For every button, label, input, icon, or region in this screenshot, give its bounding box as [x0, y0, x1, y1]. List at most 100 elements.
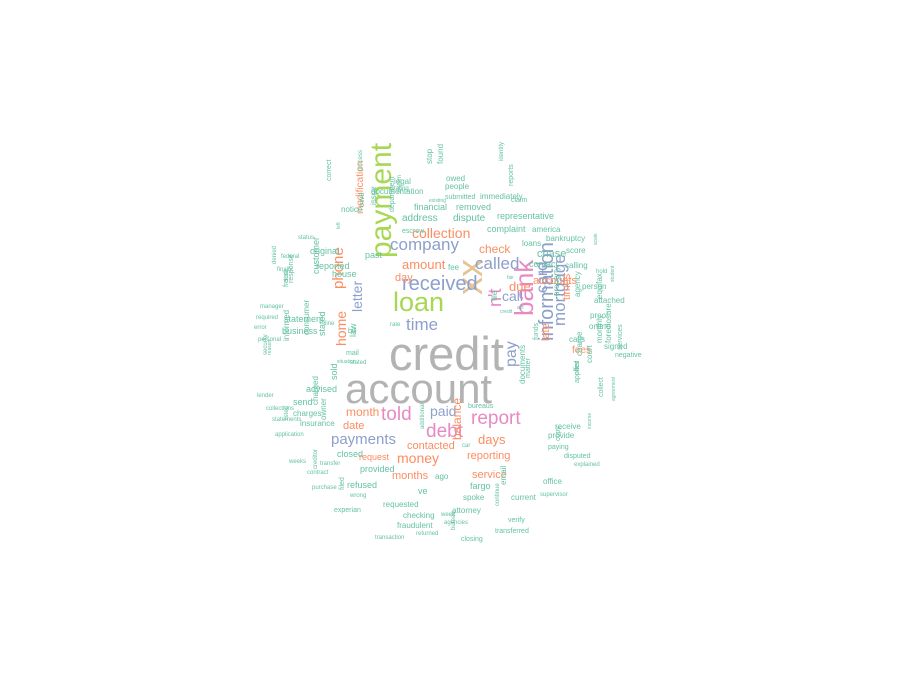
cloud-word: agency [573, 271, 582, 297]
cloud-word: student [610, 265, 616, 282]
cloud-word: returned [416, 531, 439, 537]
cloud-word: proof [590, 311, 609, 320]
cloud-word: car [462, 443, 471, 449]
cloud-word: lender [257, 393, 274, 399]
cloud-word: offer [574, 361, 581, 375]
cloud-word: requested [383, 500, 419, 509]
cloud-word: collect [598, 377, 605, 397]
cloud-word: refused [347, 480, 378, 490]
cloud-word: signed [604, 342, 628, 351]
cloud-word: disputed [564, 453, 591, 460]
cloud-word: fair [507, 275, 514, 281]
cloud-word: department [389, 176, 396, 212]
cloud-word: receive [555, 422, 581, 431]
cloud-word: existing [429, 198, 446, 204]
cloud-word: application [275, 432, 304, 438]
cloud-word: stop [425, 148, 434, 164]
cloud-word: creditor [313, 448, 319, 469]
cloud-word: loan [393, 287, 445, 317]
cloud-word: status [298, 235, 315, 241]
cloud-word: close [284, 268, 290, 283]
cloud-word: denied [272, 245, 278, 264]
cloud-word: reports [508, 164, 515, 186]
cloud-word: transaction [375, 535, 405, 541]
cloud-word: property [552, 266, 561, 296]
cloud-word: reported [316, 261, 350, 271]
cloud-word: statements [272, 417, 302, 423]
cloud-word: closing [461, 536, 483, 543]
cloud-word: mail [346, 350, 359, 357]
cloud-word: personal [258, 337, 282, 343]
cloud-word: statement [284, 314, 324, 324]
cloud-word: report [471, 408, 521, 429]
cloud-word: account [345, 365, 493, 412]
cloud-word: issue [369, 186, 378, 205]
cloud-word: score [566, 246, 586, 255]
cloud-word: owed [446, 174, 466, 183]
cloud-word: notice [341, 205, 363, 214]
cloud-word: agencies [444, 520, 469, 526]
cloud-word: days [478, 432, 506, 447]
cloud-word: ve [418, 486, 428, 496]
cloud-word: file [490, 290, 499, 301]
cloud-word: loans [522, 239, 542, 248]
cloud-word: called [475, 254, 520, 273]
cloud-word: letter [349, 280, 365, 312]
cloud-word: consumer [302, 299, 311, 335]
cloud-word: amount [402, 257, 446, 272]
cloud-word: attached [594, 296, 625, 305]
cloud-word: complaint [487, 224, 526, 234]
cloud-word: filed [339, 477, 346, 490]
cloud-word: charges [293, 409, 322, 418]
cloud-word: debt [426, 421, 463, 442]
cloud-word: reason [267, 339, 273, 355]
cloud-word: credit [500, 309, 513, 315]
cloud-word: america [532, 225, 561, 234]
cloud-word: owner [319, 398, 328, 420]
cloud-word: services [617, 324, 624, 350]
cloud-word: explained [574, 462, 600, 468]
cloud-word: credit [389, 327, 504, 380]
cloud-word: online [589, 322, 611, 331]
cloud-word: situation [337, 359, 356, 365]
cloud-word: financial [414, 202, 448, 212]
cloud-word: contract [307, 470, 329, 476]
cloud-word: fargo [470, 481, 491, 491]
cloud-word: calls [569, 335, 586, 344]
cloud-word: federal [281, 254, 300, 260]
cloud-word: submitted [445, 194, 476, 201]
cloud-word: identity [499, 141, 505, 161]
cloud-word: negative [615, 352, 642, 359]
cloud-word: original [310, 246, 340, 256]
cloud-word: transferred [495, 528, 529, 535]
cloud-word: system [397, 174, 403, 194]
cloud-word: scale [593, 233, 599, 245]
cloud-word: fees [572, 345, 591, 356]
cloud-word: home [333, 310, 349, 346]
cloud-word: continue [495, 483, 501, 506]
cloud-word: provided [360, 464, 395, 474]
cloud-word: matter [525, 358, 532, 378]
cloud-word: accounts [533, 275, 578, 287]
cloud-word: transfer [320, 461, 341, 467]
cloud-word: time [406, 315, 439, 334]
cloud-word: paying [548, 444, 569, 451]
cloud-word: found [436, 143, 445, 164]
cloud-word: week [441, 512, 456, 518]
cloud-word: call [502, 288, 524, 304]
cloud-word: people [445, 182, 470, 191]
cloud-word: past [365, 250, 383, 260]
cloud-word: months [392, 470, 429, 482]
cloud-word: balance [450, 397, 464, 440]
cloud-word: verify [508, 517, 525, 524]
cloud-word: income [587, 412, 593, 429]
cloud-word: left [336, 222, 342, 229]
cloud-word: ago [435, 472, 449, 481]
cloud-word: company [390, 235, 459, 254]
cloud-word: correct [326, 159, 333, 181]
cloud-word: purchase [312, 485, 337, 491]
cloud-word: current [511, 493, 536, 502]
cloud-word: bureaus [468, 403, 494, 410]
cloud-word: experian [334, 507, 361, 514]
cloud-word: listed [284, 405, 290, 420]
